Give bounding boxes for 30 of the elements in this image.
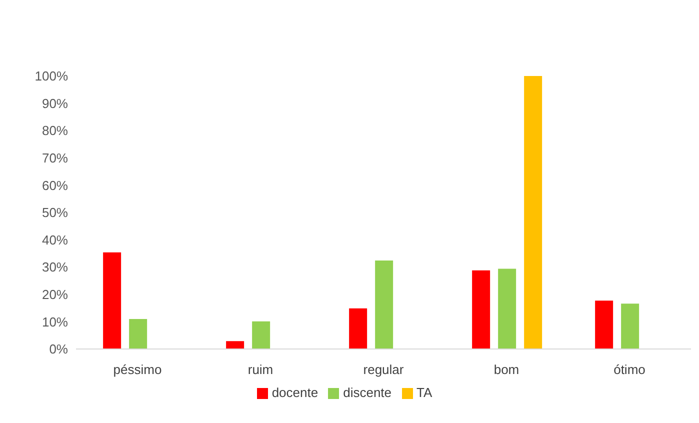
bar — [621, 304, 640, 349]
y-tick-label: 30% — [42, 260, 68, 275]
bar — [498, 268, 516, 349]
legend-label: discente — [343, 385, 392, 400]
bar — [252, 321, 270, 349]
x-tick-label: ruim — [248, 362, 274, 378]
bar — [375, 260, 394, 349]
y-tick-label: 60% — [42, 178, 68, 193]
x-tick-label: bom — [494, 362, 520, 378]
x-tick-label: regular — [363, 362, 404, 378]
bar — [226, 341, 244, 349]
x-tick-label: ótimo — [614, 362, 646, 378]
y-tick-label: 40% — [42, 232, 68, 248]
bar — [472, 270, 490, 349]
bar — [129, 318, 148, 349]
bar — [349, 308, 368, 349]
y-tick-label: 100% — [34, 68, 68, 84]
y-tick-label: 70% — [42, 150, 68, 166]
y-tick-label: 80% — [42, 123, 68, 138]
y-tick-label: 90% — [42, 96, 68, 111]
bar — [595, 300, 614, 349]
y-tick-label: 20% — [42, 287, 68, 302]
legend-label: docente — [272, 385, 318, 400]
y-tick-label: 10% — [42, 314, 68, 330]
bar — [103, 252, 122, 349]
y-tick-label: 0% — [49, 342, 68, 357]
x-tick-label: péssimo — [113, 362, 162, 378]
bar — [524, 76, 542, 349]
y-tick-label: 50% — [42, 205, 68, 220]
legend-label: TA — [416, 385, 432, 400]
